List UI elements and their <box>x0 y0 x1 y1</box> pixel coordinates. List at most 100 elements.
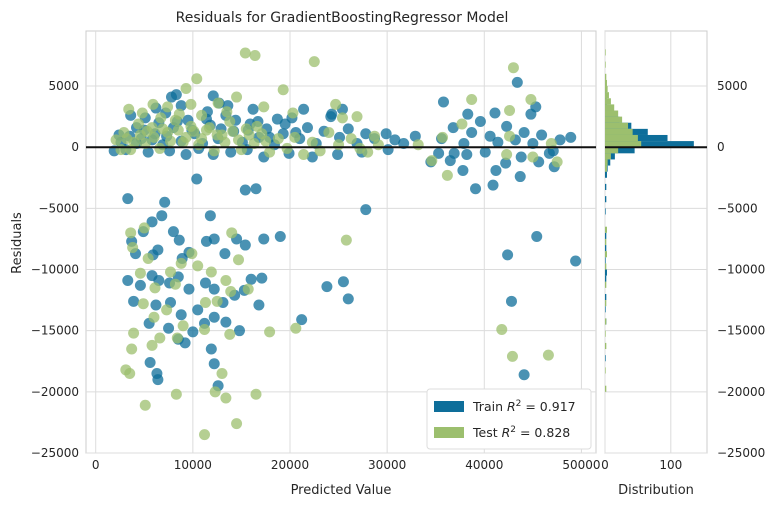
test-point <box>162 101 174 113</box>
test-point <box>542 349 554 361</box>
test-point <box>191 73 203 85</box>
y-tick-label: −10000 <box>31 263 79 277</box>
test-histogram-bar <box>605 281 607 288</box>
train-point <box>490 164 502 176</box>
test-point <box>209 386 221 398</box>
x-tick-label: 30000 <box>368 458 406 472</box>
test-histogram-bar <box>605 104 615 111</box>
train-point <box>489 107 501 119</box>
test-point <box>496 323 508 335</box>
test-point <box>148 131 160 143</box>
test-point <box>175 257 187 269</box>
train-point <box>461 149 473 161</box>
test-point <box>345 133 357 145</box>
train-point <box>298 103 310 115</box>
y-tick-label: −25000 <box>31 446 79 460</box>
train-histogram-bar <box>605 355 606 362</box>
train-histogram-bar <box>605 171 607 178</box>
test-point <box>272 133 284 145</box>
legend-label-test: Test R2 = 0.828 <box>472 425 570 440</box>
train-point <box>128 295 140 307</box>
train-point <box>274 230 286 242</box>
train-histogram-bar <box>605 269 607 276</box>
train-point <box>258 233 270 245</box>
test-point <box>351 111 363 123</box>
train-point <box>180 149 192 161</box>
train-point <box>570 255 582 267</box>
test-point <box>177 320 189 332</box>
distribution-y-tick-label: −25000 <box>717 446 765 460</box>
distribution-axis-label: Distribution <box>618 483 694 498</box>
train-histogram-bar <box>605 232 607 239</box>
x-axis-label: Predicted Value <box>291 483 392 498</box>
x-tick-label: 20000 <box>271 458 309 472</box>
test-point <box>233 254 245 266</box>
test-point <box>123 103 135 115</box>
test-point <box>330 98 342 110</box>
train-point <box>462 108 474 120</box>
y-tick-label: −15000 <box>31 324 79 338</box>
train-point <box>122 193 134 205</box>
test-point <box>235 144 247 156</box>
train-histogram-bar <box>605 293 607 301</box>
test-histogram-bar <box>605 226 607 233</box>
test-histogram-bar <box>605 128 633 135</box>
test-point <box>219 136 231 148</box>
test-point <box>211 129 223 141</box>
train-point <box>301 122 313 134</box>
test-point <box>147 98 159 110</box>
test-histogram-bar <box>605 330 606 337</box>
test-point <box>139 399 151 411</box>
test-point <box>264 326 276 338</box>
test-point <box>128 327 140 339</box>
test-point <box>154 332 166 344</box>
test-histogram-bar <box>605 134 638 142</box>
test-point <box>501 149 513 161</box>
test-point <box>231 91 243 103</box>
train-point <box>389 134 401 146</box>
test-point <box>137 298 149 310</box>
test-point <box>212 97 224 109</box>
test-point <box>251 120 263 132</box>
distribution-x-tick-label: 0 <box>601 458 609 472</box>
test-point <box>507 62 519 74</box>
train-point <box>163 322 175 334</box>
test-point <box>239 47 251 59</box>
train-point <box>253 299 265 311</box>
train-point <box>208 233 220 245</box>
test-point <box>148 311 160 323</box>
test-point <box>369 130 381 142</box>
train-point <box>536 129 548 141</box>
train-point <box>337 276 349 288</box>
distribution-x-tick-labels: 0 100 <box>601 458 682 472</box>
test-point <box>336 112 348 124</box>
train-point <box>518 127 530 139</box>
train-point <box>447 122 459 134</box>
test-point <box>412 139 424 151</box>
train-point <box>448 147 460 159</box>
train-point <box>156 210 168 222</box>
test-point <box>134 267 146 279</box>
train-point <box>360 204 372 216</box>
test-point <box>157 123 169 135</box>
train-point <box>479 146 491 158</box>
train-point <box>220 316 232 328</box>
test-point <box>525 93 537 105</box>
test-point <box>149 282 161 294</box>
train-point <box>208 311 220 323</box>
test-point <box>205 266 217 278</box>
x-tick-label: 50000 <box>562 458 600 472</box>
distribution-x-tick-label: 100 <box>659 458 682 472</box>
train-point <box>279 118 291 130</box>
train-point <box>146 216 158 228</box>
train-point <box>342 293 354 305</box>
y-tick-label: 0 <box>71 140 79 154</box>
train-point <box>204 210 216 222</box>
train-histogram-bar <box>605 196 607 203</box>
test-histogram-bar <box>605 73 607 80</box>
test-histogram-bar <box>605 122 629 129</box>
train-point <box>565 131 577 143</box>
train-point <box>173 234 185 246</box>
train-point <box>208 283 220 295</box>
test-point <box>466 93 478 105</box>
